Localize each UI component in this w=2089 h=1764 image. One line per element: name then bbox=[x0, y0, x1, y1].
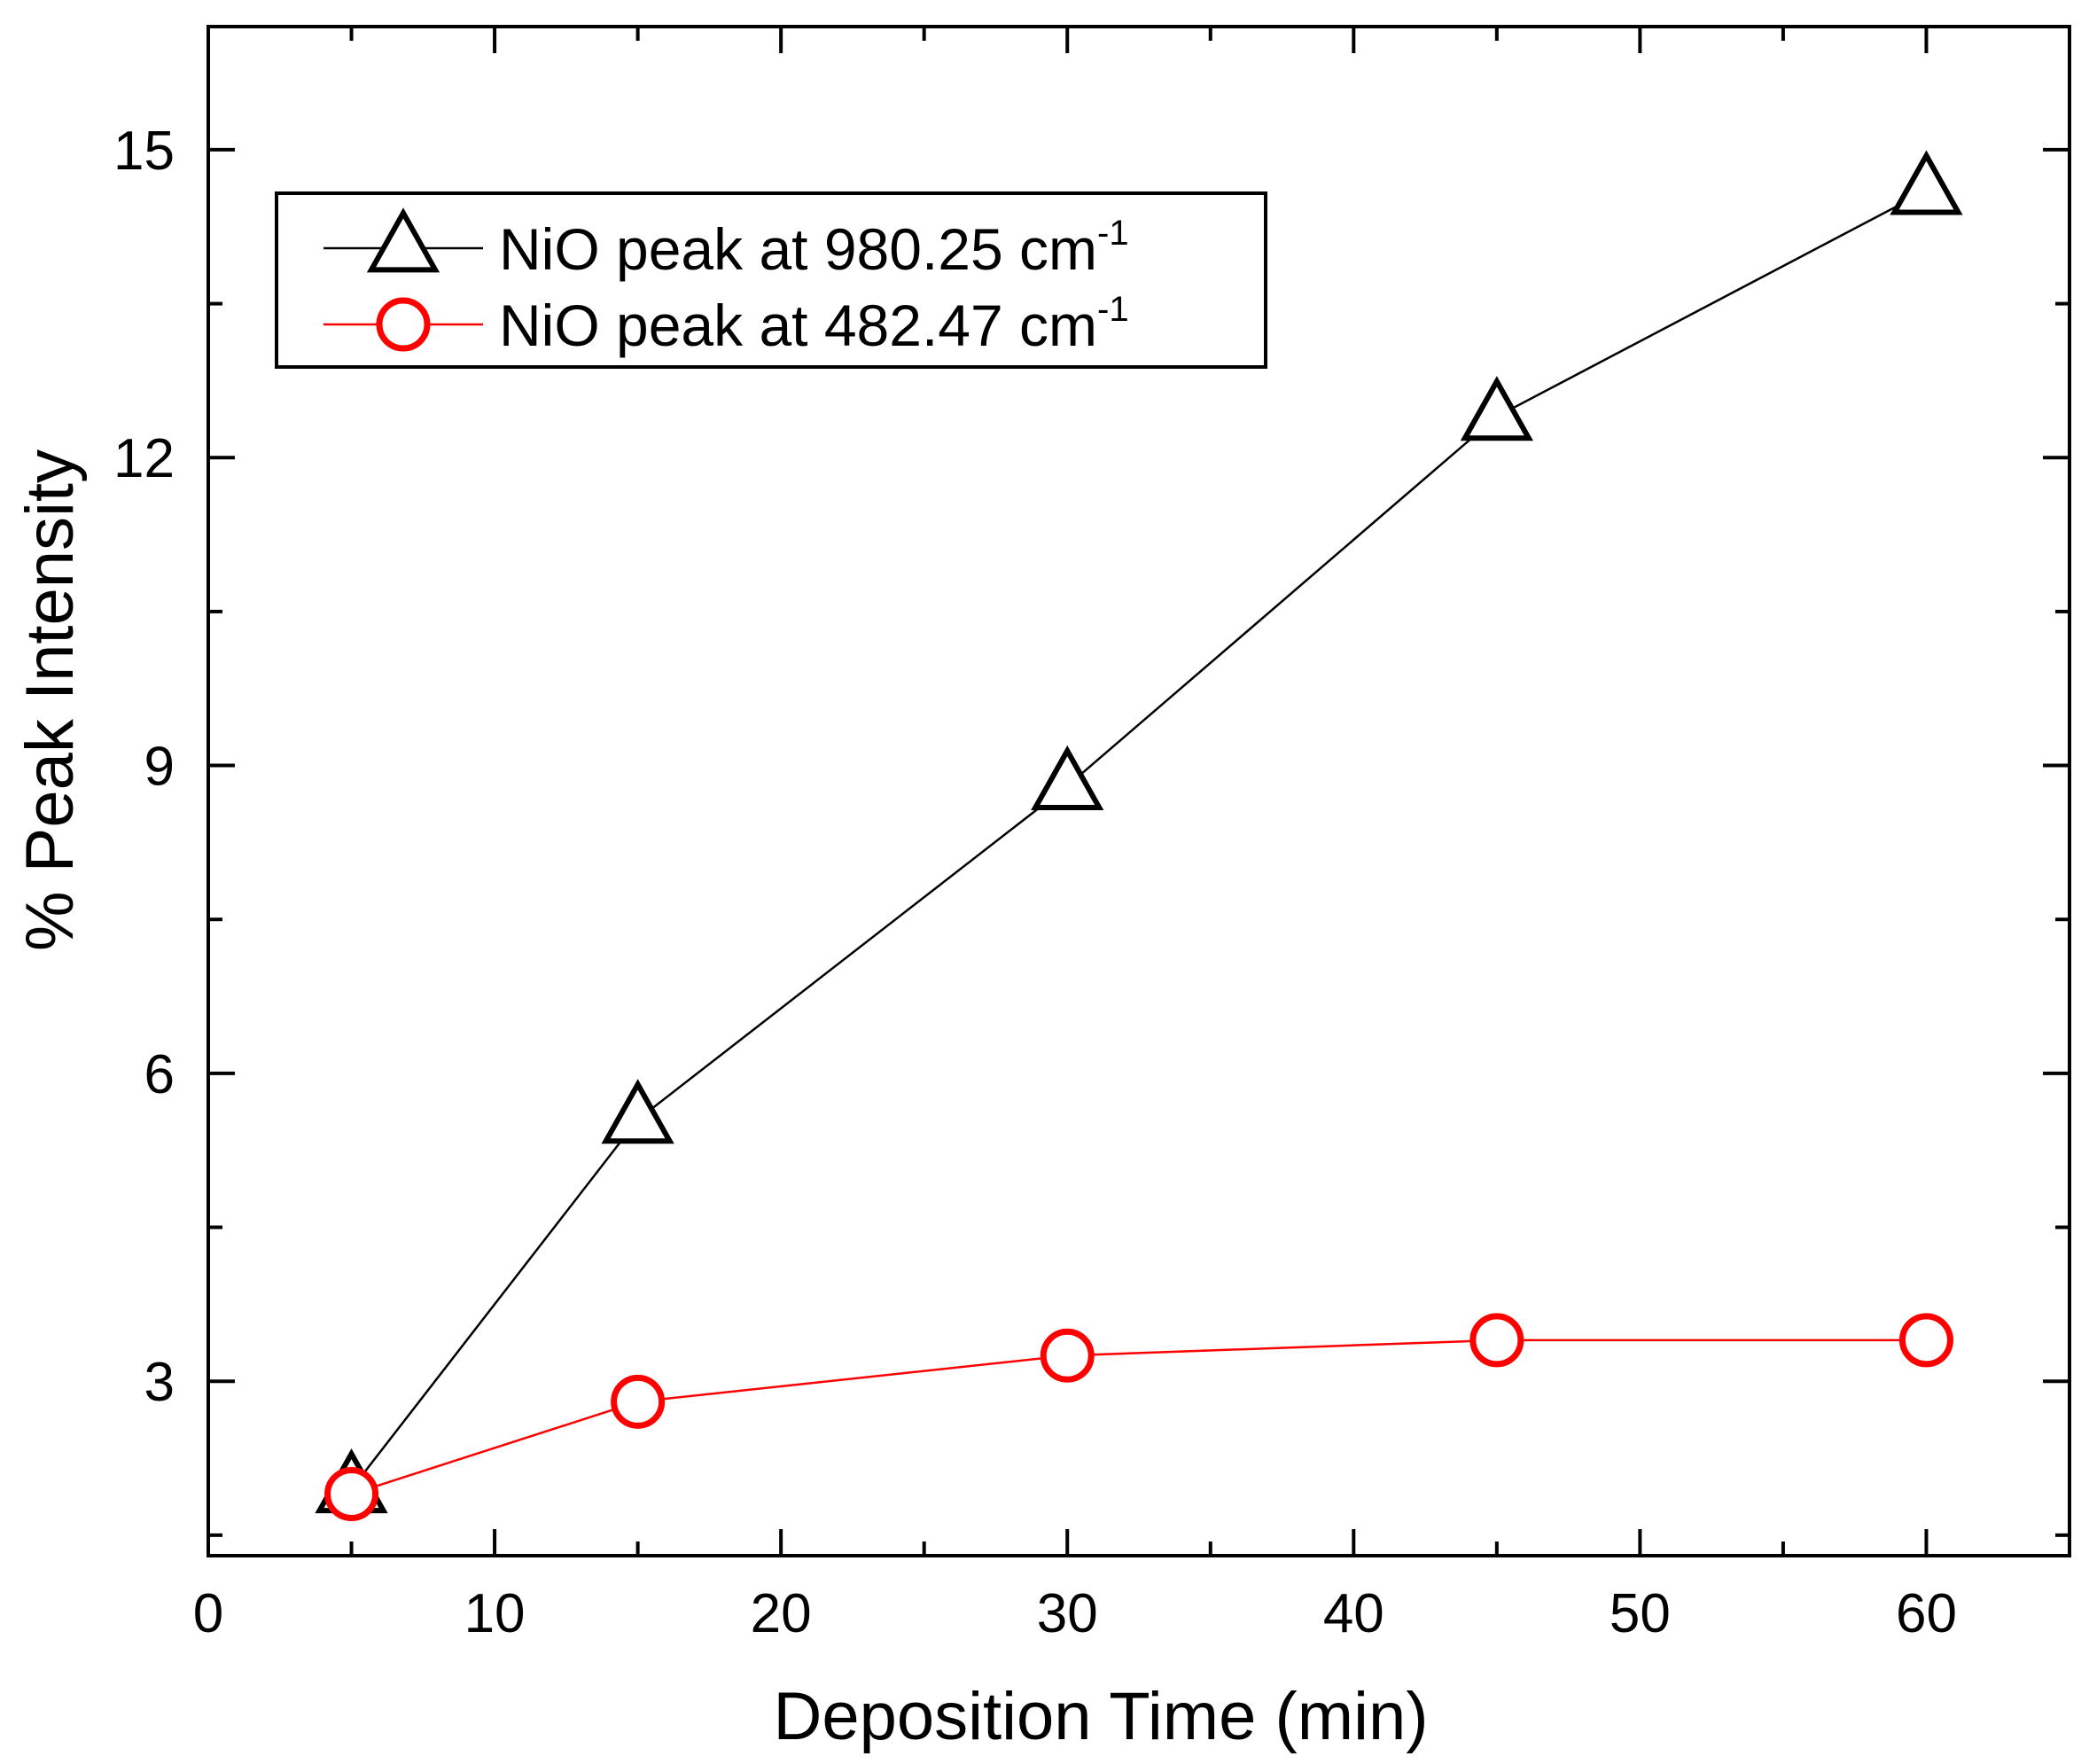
legend-label-980-main: NiO peak at 980.25 cm bbox=[499, 216, 1097, 282]
y-tick-label: 15 bbox=[113, 121, 175, 182]
x-tick-label: 50 bbox=[1610, 1583, 1671, 1644]
plot-area bbox=[207, 25, 2071, 1557]
triangle-point bbox=[1890, 150, 1963, 215]
legend-swatch-marker bbox=[376, 297, 431, 352]
legend-label-482-main: NiO peak at 482.47 cm bbox=[499, 293, 1097, 358]
x-axis-ticks: 0 10 20 30 40 50 60 bbox=[193, 27, 1957, 1644]
legend-label-482-sup: -1 bbox=[1097, 290, 1129, 329]
circle-point bbox=[611, 1374, 666, 1429]
triangle-point bbox=[601, 1079, 674, 1144]
y-tick-label: 9 bbox=[144, 737, 175, 798]
legend-label-482: NiO peak at 482.47 cm-1 bbox=[499, 290, 1129, 358]
x-tick-label: 30 bbox=[1037, 1583, 1098, 1644]
x-tick-label: 40 bbox=[1323, 1583, 1384, 1644]
legend-swatches bbox=[323, 207, 483, 352]
triangle-point bbox=[1031, 745, 1104, 811]
x-tick-label: 10 bbox=[464, 1583, 526, 1644]
legend-label-980-sup: -1 bbox=[1097, 214, 1129, 253]
series-line bbox=[351, 1339, 1927, 1495]
x-axis-title: Deposition Time (min) bbox=[773, 1679, 1428, 1754]
y-axis-ticks: 3 6 9 12 15 bbox=[113, 121, 2070, 1413]
y-tick-label: 3 bbox=[144, 1352, 175, 1413]
series-0 bbox=[315, 150, 1963, 1514]
x-tick-label: 0 bbox=[193, 1583, 223, 1644]
series-1 bbox=[324, 1313, 1953, 1522]
legend-label-980: NiO peak at 980.25 cm-1 bbox=[499, 214, 1129, 282]
y-tick-label: 6 bbox=[144, 1044, 175, 1105]
x-tick-label: 60 bbox=[1896, 1583, 1957, 1644]
legend: NiO peak at 980.25 cm-1 NiO peak at 482.… bbox=[275, 191, 1267, 369]
series-layer bbox=[315, 150, 1963, 1522]
x-tick-label: 20 bbox=[751, 1583, 812, 1644]
circle-point bbox=[1040, 1328, 1095, 1383]
circle-point bbox=[324, 1467, 379, 1522]
legend-swatch-marker bbox=[366, 207, 440, 273]
circle-point bbox=[1898, 1313, 1953, 1368]
legend-box bbox=[275, 191, 1267, 369]
circle-point bbox=[1469, 1313, 1524, 1368]
y-tick-label: 12 bbox=[113, 428, 175, 489]
triangle-point bbox=[1460, 376, 1533, 441]
series-line bbox=[350, 190, 1928, 1490]
y-axis-title: % Peak Intensity bbox=[12, 449, 88, 951]
minor-ticks bbox=[208, 27, 2070, 1556]
